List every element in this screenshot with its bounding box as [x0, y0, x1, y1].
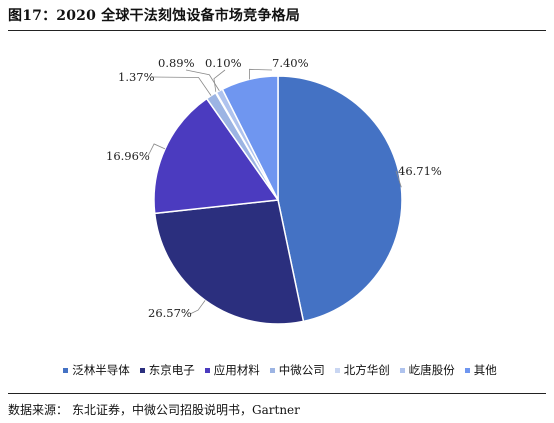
pie-slice-应用材料	[153, 97, 280, 215]
source-text: 东北证券，中微公司招股说明书，Gartner	[72, 403, 300, 417]
pie-slice-其他	[221, 75, 279, 201]
legend-item-屹唐股份: 屹唐股份	[399, 362, 455, 378]
source-rule	[8, 393, 546, 394]
legend-item-北方华创: 北方华创	[334, 362, 390, 378]
data-label-其他: 7.40%	[272, 56, 309, 70]
data-label-中微公司: 1.37%	[118, 70, 155, 84]
legend-swatch	[269, 367, 275, 373]
legend-swatch	[63, 367, 69, 373]
legend-label: 其他	[473, 363, 497, 377]
legend-swatch	[204, 367, 210, 373]
legend-label: 屹唐股份	[408, 363, 455, 377]
data-label-屹唐股份: 0.89%	[158, 56, 195, 70]
legend-swatch	[399, 367, 405, 373]
legend-item-中微公司: 中微公司	[269, 362, 325, 378]
legend-label: 中微公司	[278, 363, 325, 377]
source-label: 数据来源：	[8, 403, 69, 417]
legend-label: 东京电子	[148, 363, 195, 377]
pie-slice-东京电子	[153, 199, 305, 325]
leader-line-其他	[249, 68, 273, 80]
data-label-应用材料: 16.96%	[106, 149, 150, 163]
legend: 泛林半导体 东京电子 应用材料 中微公司 北方华创 屹唐股份 其他	[40, 362, 520, 378]
legend-item-泛林半导体: 泛林半导体	[63, 362, 130, 378]
data-label-北方华创: 0.10%	[205, 56, 242, 70]
source-note: 数据来源： 东北证券，中微公司招股说明书，Gartner	[8, 401, 304, 418]
legend-item-其他: 其他	[464, 362, 497, 378]
data-label-泛林半导体: 46.71%	[398, 164, 442, 178]
legend-swatch	[139, 367, 145, 373]
legend-label: 泛林半导体	[72, 363, 130, 377]
leader-line-应用材料	[147, 143, 166, 157]
legend-item-应用材料: 应用材料	[204, 362, 260, 378]
data-label-东京电子: 26.57%	[148, 306, 192, 320]
leader-line-北方华创	[213, 69, 226, 93]
legend-item-东京电子: 东京电子	[139, 362, 195, 378]
legend-swatch	[464, 367, 470, 373]
legend-label: 北方华创	[343, 363, 390, 377]
figure-title: 图17：2020 全球干法刻蚀设备市场竞争格局	[8, 8, 300, 24]
leader-line-屹唐股份	[185, 69, 220, 91]
title-rule	[8, 30, 546, 31]
pie-slice-泛林半导体	[277, 75, 403, 323]
leader-line-中微公司	[151, 76, 212, 96]
legend-swatch	[334, 367, 340, 373]
leader-line-东京电子	[189, 300, 206, 315]
leader-line-泛林半导体	[395, 170, 402, 188]
legend-label: 应用材料	[213, 363, 260, 377]
